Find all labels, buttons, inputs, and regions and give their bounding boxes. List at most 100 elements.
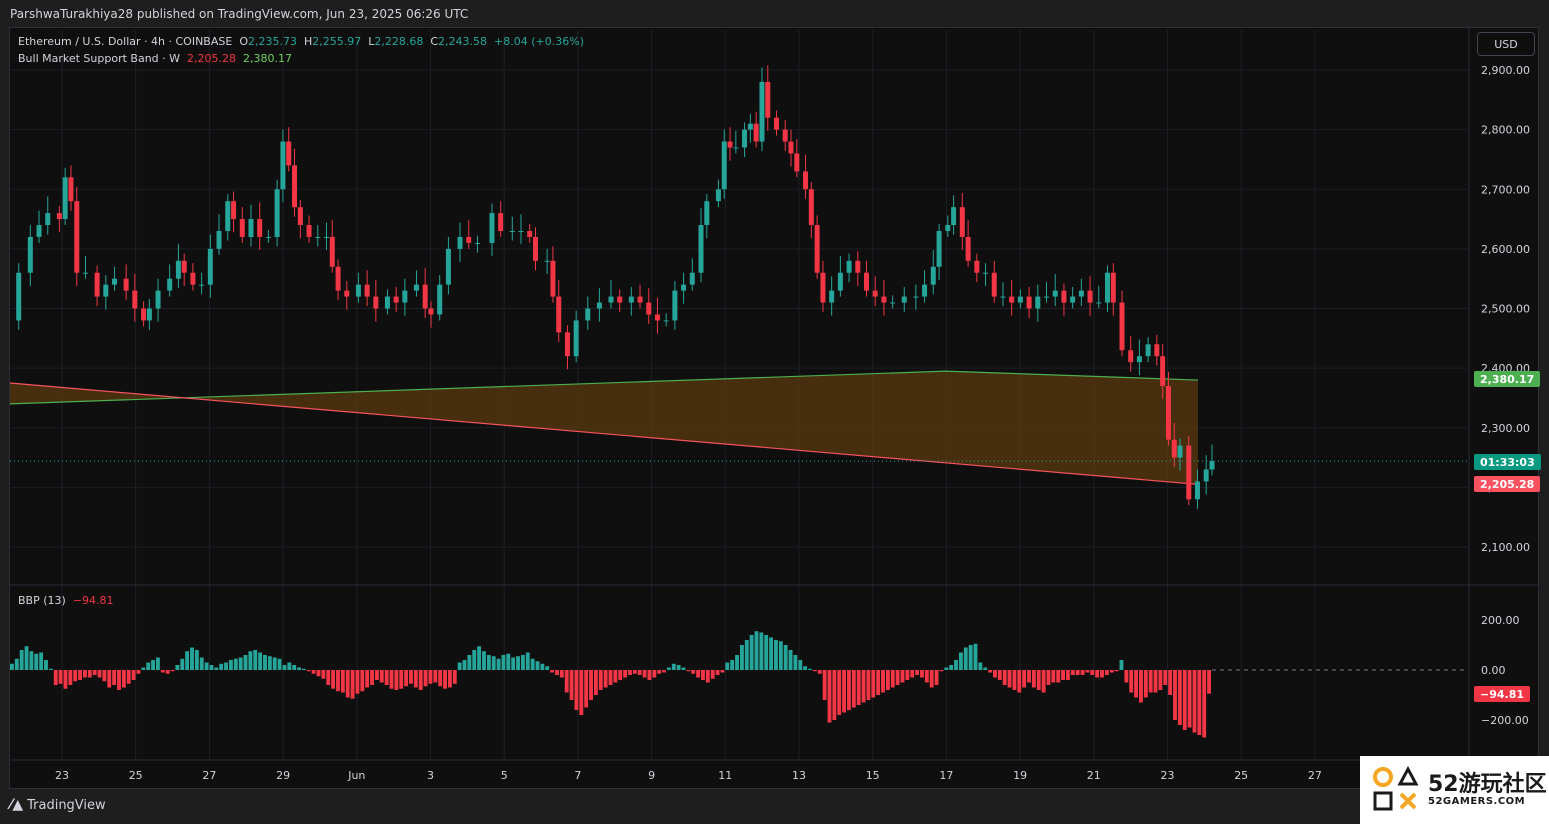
candle-body: [733, 147, 739, 149]
candle-body: [794, 153, 800, 172]
indicator-upper-value: 2,380.17: [243, 52, 292, 65]
candle-body: [698, 225, 704, 273]
candle-body: [936, 230, 942, 267]
candle-body: [355, 284, 361, 297]
bbp-bar: [1177, 670, 1182, 725]
bbp-bar: [321, 670, 326, 679]
bbp-bar: [34, 653, 39, 670]
bbp-bar: [1100, 670, 1104, 678]
tradingview-brand: TradingView: [27, 797, 106, 813]
bbp-bar: [1031, 670, 1036, 688]
candle-body: [1017, 296, 1023, 303]
candle-body: [16, 272, 22, 321]
close-label: C: [430, 35, 439, 48]
bbp-bar: [1207, 670, 1211, 694]
tradingview-logo[interactable]: ⁄▲ TradingView: [10, 797, 106, 813]
candle-body: [573, 320, 579, 357]
candle-body: [315, 236, 321, 238]
bbp-bar: [837, 670, 842, 715]
bbp-bar: [832, 670, 837, 720]
currency-button[interactable]: USD: [1477, 32, 1535, 56]
bbp-bar: [219, 663, 224, 670]
bbp-bar: [652, 670, 657, 678]
candle-body: [672, 290, 678, 321]
bbp-bar: [477, 646, 482, 670]
time-tick-label: 27: [202, 769, 216, 782]
bbp-bar: [350, 670, 355, 699]
candle-body: [1171, 439, 1177, 458]
bbp-bar: [326, 670, 331, 685]
candle-body: [323, 236, 329, 238]
bbp-bar: [282, 665, 287, 670]
bbp-bar: [44, 660, 48, 670]
candle-body: [901, 296, 907, 303]
bbp-bar: [885, 670, 890, 690]
bbp-bar: [769, 637, 774, 670]
candle-body: [829, 290, 835, 303]
candle-body: [1044, 296, 1050, 298]
candle-body: [280, 141, 286, 190]
candle-body: [704, 201, 710, 226]
candle-body: [1136, 356, 1142, 363]
symbol-legend: Ethereum / U.S. Dollar · 4h · COINBASE O…: [18, 35, 584, 48]
bbp-bar: [881, 670, 885, 693]
candle-body: [959, 207, 965, 237]
price-tick-label: 2,900.00: [1481, 64, 1530, 77]
candle-body: [1096, 302, 1102, 304]
candle-body: [945, 225, 951, 231]
bbp-bar: [632, 670, 637, 674]
candle-body: [550, 260, 556, 297]
candle-body: [175, 260, 181, 279]
bbp-bar: [112, 670, 117, 685]
bbp-bar: [14, 658, 19, 670]
price-tick-label: 2,300.00: [1481, 422, 1530, 435]
watermark: 52游玩社区 52GAMERS.COM: [1360, 756, 1549, 824]
bbp-bar: [1173, 670, 1177, 720]
bbp-value: −94.81: [72, 594, 114, 607]
bbp-bar: [452, 670, 457, 684]
bbp-bar: [331, 670, 336, 689]
candle-body: [257, 219, 263, 237]
candle-body: [689, 272, 695, 285]
bbp-bar: [949, 665, 954, 670]
candle-body: [983, 272, 989, 274]
candle-body: [890, 302, 896, 304]
candle-body: [167, 278, 173, 291]
bbp-bar: [934, 670, 939, 685]
bbp-bar: [506, 653, 511, 670]
candle-body: [265, 236, 271, 238]
bbp-bar: [306, 670, 311, 672]
bbp-bar: [637, 670, 642, 675]
candle-body: [881, 296, 887, 303]
bbp-bar: [939, 670, 944, 672]
bbp-bar: [511, 657, 516, 670]
bbp-bar: [929, 670, 934, 688]
open-label: O: [239, 35, 248, 48]
candle-body: [1165, 386, 1171, 440]
bbp-bar: [973, 643, 978, 670]
bbp-bar: [491, 656, 496, 670]
bbp-bar: [842, 670, 847, 713]
bbp-bar: [516, 656, 520, 670]
bbp-bar: [175, 665, 180, 670]
published-line: ParshwaTurakhiya28 published on TradingV…: [10, 7, 469, 21]
bbp-bar: [579, 670, 584, 715]
bbp-bar: [63, 670, 68, 689]
price-tick-label: 2,600.00: [1481, 243, 1530, 256]
bbp-bar: [209, 665, 214, 670]
candle-body: [608, 296, 614, 303]
bbp-bar: [944, 667, 949, 670]
bbp-bar: [482, 651, 486, 670]
bbp-bar: [1119, 660, 1124, 670]
candle-body: [231, 201, 237, 220]
high-value: 2,255.97: [312, 35, 362, 48]
candle-body: [413, 284, 419, 291]
bbp-bar: [340, 670, 345, 693]
bbp-bar: [19, 650, 24, 670]
candle-body: [132, 290, 138, 309]
time-tick-label: 15: [866, 769, 880, 782]
candle-body: [274, 189, 280, 237]
candle-body: [123, 278, 129, 291]
bbp-bar: [613, 670, 618, 683]
